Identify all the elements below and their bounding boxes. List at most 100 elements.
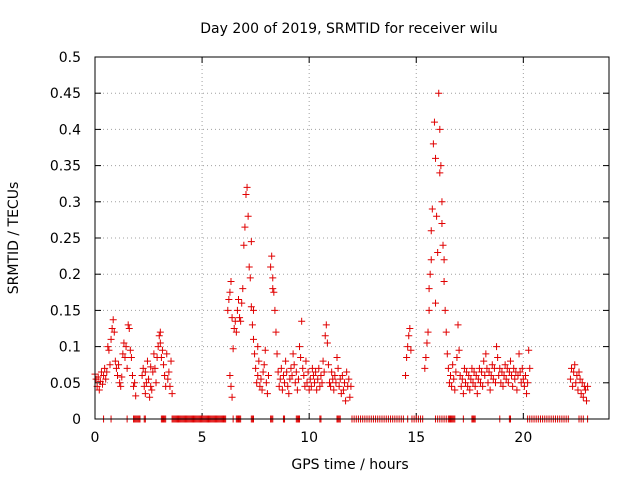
data-point xyxy=(120,339,128,347)
data-point xyxy=(147,363,155,371)
data-point xyxy=(279,372,287,380)
data-point xyxy=(123,364,131,372)
data-point xyxy=(165,368,173,376)
data-point xyxy=(156,328,164,336)
data-point xyxy=(324,361,332,369)
data-point xyxy=(579,393,587,401)
data-point xyxy=(150,350,158,358)
data-point xyxy=(465,372,473,380)
data-point xyxy=(345,375,353,383)
data-point xyxy=(247,238,255,246)
data-point xyxy=(140,382,148,390)
data-point xyxy=(276,375,284,383)
data-point xyxy=(251,350,259,358)
data-point xyxy=(444,364,452,372)
data-point xyxy=(468,364,476,372)
data-point xyxy=(311,379,319,387)
data-point xyxy=(432,299,440,307)
data-point xyxy=(256,382,264,390)
data-point xyxy=(290,361,298,369)
data-point xyxy=(449,361,457,369)
data-point xyxy=(336,375,344,383)
data-point xyxy=(260,361,268,369)
data-point xyxy=(477,379,484,387)
data-point xyxy=(321,332,329,340)
data-point xyxy=(115,361,123,369)
data-point xyxy=(405,332,413,340)
data-point xyxy=(424,328,432,336)
data-point xyxy=(252,364,260,372)
data-point xyxy=(578,379,586,387)
data-point xyxy=(509,382,517,390)
data-point xyxy=(519,375,527,383)
data-point xyxy=(425,285,433,293)
axis-ticks xyxy=(94,56,609,420)
data-point xyxy=(403,353,411,361)
data-point xyxy=(455,346,463,354)
data-point xyxy=(443,350,451,358)
data-point xyxy=(576,375,584,383)
data-point xyxy=(428,205,436,213)
data-point xyxy=(227,277,235,285)
y-tick-label: 0.05 xyxy=(50,376,81,392)
data-point xyxy=(298,317,306,325)
data-point xyxy=(518,364,526,372)
data-point xyxy=(333,353,341,361)
data-point xyxy=(337,390,345,398)
data-point xyxy=(234,296,242,304)
x-axis-label: GPS time / hours xyxy=(291,457,408,473)
data-point xyxy=(238,299,246,307)
data-point xyxy=(294,375,302,383)
data-point xyxy=(240,241,248,249)
data-point xyxy=(430,118,438,126)
data-point xyxy=(445,379,453,387)
data-point xyxy=(148,386,156,394)
data-point xyxy=(157,353,165,361)
y-tick-label: 0.4 xyxy=(59,122,81,138)
y-tick-label: 0.3 xyxy=(59,195,81,211)
data-point xyxy=(436,125,444,133)
data-point xyxy=(571,361,579,369)
data-point xyxy=(271,306,279,314)
data-point xyxy=(523,390,531,398)
data-point xyxy=(499,382,507,390)
data-point xyxy=(438,198,446,206)
data-point xyxy=(317,372,325,380)
data-point xyxy=(422,353,430,361)
data-point xyxy=(432,154,440,162)
data-point xyxy=(496,364,504,372)
data-point xyxy=(227,382,235,390)
data-point xyxy=(237,317,245,325)
x-tick-labels: 0 5 10 15 20 xyxy=(91,430,533,446)
data-point xyxy=(228,393,236,401)
x-tick-label: 0 xyxy=(91,430,100,446)
data-point xyxy=(141,368,149,376)
data-point xyxy=(239,285,247,293)
data-point xyxy=(486,386,494,394)
data-point xyxy=(248,321,256,329)
data-point xyxy=(338,372,346,380)
data-point xyxy=(526,364,534,372)
data-point xyxy=(568,364,576,372)
data-point xyxy=(100,372,108,380)
data-point xyxy=(481,372,489,380)
data-point xyxy=(247,303,255,311)
data-point xyxy=(407,346,415,354)
data-point xyxy=(339,386,347,394)
data-point xyxy=(328,368,336,376)
data-point xyxy=(117,382,125,390)
data-point xyxy=(506,357,514,365)
data-point xyxy=(283,368,291,376)
data-point xyxy=(275,382,283,390)
data-point xyxy=(131,379,139,387)
data-point xyxy=(480,357,488,365)
data-point xyxy=(224,306,232,314)
data-point xyxy=(168,390,176,398)
data-point xyxy=(269,274,277,282)
data-point xyxy=(320,368,328,376)
data-point xyxy=(442,328,450,336)
y-tick-label: 0.25 xyxy=(50,231,81,247)
data-point xyxy=(572,379,580,387)
data-point xyxy=(314,375,322,383)
data-point xyxy=(267,263,275,271)
